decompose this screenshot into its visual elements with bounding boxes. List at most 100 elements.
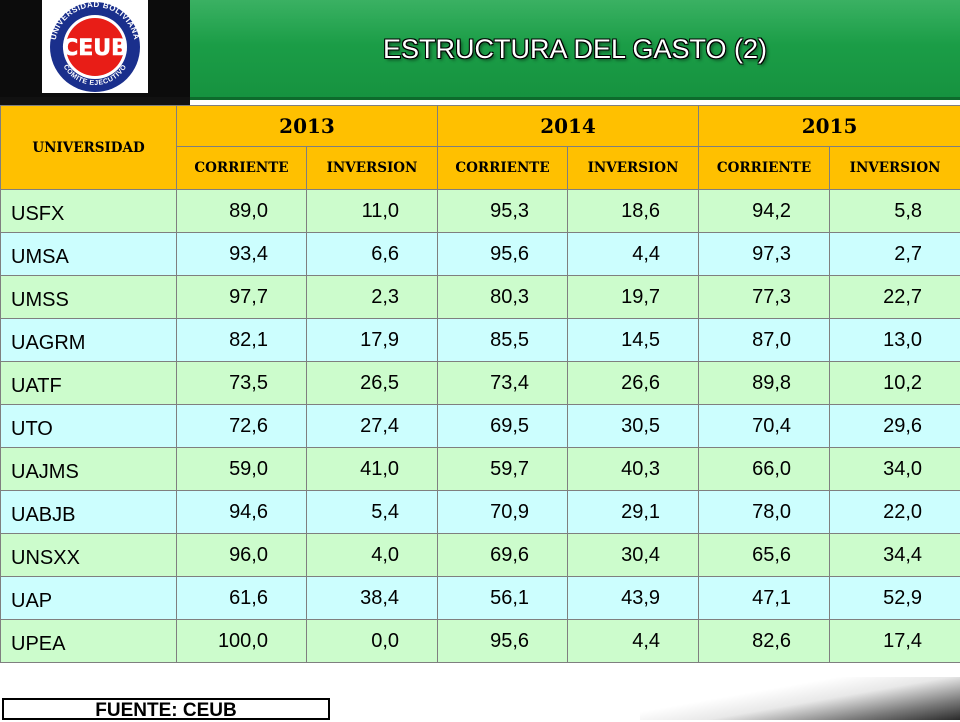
value-cell: 82,1 (177, 319, 307, 362)
value-cell: 70,9 (438, 491, 568, 534)
value-cell: 5,4 (307, 491, 438, 534)
value-cell: 5,8 (830, 190, 960, 233)
subheader-inversion: INVERSION (307, 147, 438, 190)
value-cell: 80,3 (438, 276, 568, 319)
ceub-logo-emblem: UNIVERSIDAD BOLIVIANA COMITE EJECUTIVO C… (42, 0, 148, 93)
value-cell: 77,3 (699, 276, 830, 319)
value-cell: 73,4 (438, 362, 568, 405)
value-cell: 66,0 (699, 448, 830, 491)
value-cell: 34,0 (830, 448, 960, 491)
subheader-corriente: CORRIENTE (177, 147, 307, 190)
value-cell: 69,6 (438, 534, 568, 577)
value-cell: 10,2 (830, 362, 960, 405)
value-cell: 41,0 (307, 448, 438, 491)
value-cell: 72,6 (177, 405, 307, 448)
value-cell: 0,0 (307, 620, 438, 663)
value-cell: 59,7 (438, 448, 568, 491)
value-cell: 43,9 (568, 577, 699, 620)
subheader-inversion: INVERSION (830, 147, 960, 190)
value-cell: 97,3 (699, 233, 830, 276)
value-cell: 95,3 (438, 190, 568, 233)
logo-panel: UNIVERSIDAD BOLIVIANA COMITE EJECUTIVO C… (0, 0, 190, 100)
value-cell: 18,6 (568, 190, 699, 233)
university-name-cell: UTO (1, 405, 177, 448)
value-cell: 6,6 (307, 233, 438, 276)
value-cell: 73,5 (177, 362, 307, 405)
university-column-header: UNIVERSIDAD (1, 106, 177, 190)
value-cell: 78,0 (699, 491, 830, 534)
source-note: FUENTE: CEUB (2, 698, 330, 720)
logo-main-text: CEUB (62, 36, 128, 61)
value-cell: 4,4 (568, 620, 699, 663)
university-name-cell: UMSS (1, 276, 177, 319)
value-cell: 87,0 (699, 319, 830, 362)
year-header-2013: 2013 (177, 106, 438, 147)
value-cell: 94,2 (699, 190, 830, 233)
value-cell: 100,0 (177, 620, 307, 663)
value-cell: 95,6 (438, 233, 568, 276)
value-cell: 85,5 (438, 319, 568, 362)
value-cell: 70,4 (699, 405, 830, 448)
subheader-corriente: CORRIENTE (438, 147, 568, 190)
value-cell: 40,3 (568, 448, 699, 491)
title-banner: ESTRUCTURA DEL GASTO (2) (190, 0, 960, 100)
value-cell: 22,7 (830, 276, 960, 319)
value-cell: 27,4 (307, 405, 438, 448)
university-name-cell: UMSA (1, 233, 177, 276)
value-cell: 30,4 (568, 534, 699, 577)
university-name-cell: UAP (1, 577, 177, 620)
value-cell: 97,7 (177, 276, 307, 319)
value-cell: 65,6 (699, 534, 830, 577)
subheader-corriente: CORRIENTE (699, 147, 830, 190)
subheader-inversion: INVERSION (568, 147, 699, 190)
year-header-2015: 2015 (699, 106, 960, 147)
value-cell: 59,0 (177, 448, 307, 491)
header-shadow-strip (0, 97, 190, 105)
value-cell: 13,0 (830, 319, 960, 362)
value-cell: 52,9 (830, 577, 960, 620)
spending-structure-table: UNIVERSIDAD 2013 2014 2015 CORRIENTE INV… (0, 105, 960, 663)
value-cell: 95,6 (438, 620, 568, 663)
value-cell: 34,4 (830, 534, 960, 577)
value-cell: 17,9 (307, 319, 438, 362)
value-cell: 19,7 (568, 276, 699, 319)
university-name-cell: UABJB (1, 491, 177, 534)
university-name-cell: UPEA (1, 620, 177, 663)
value-cell: 26,6 (568, 362, 699, 405)
value-cell: 26,5 (307, 362, 438, 405)
year-header-2014: 2014 (438, 106, 699, 147)
value-cell: 4,4 (568, 233, 699, 276)
value-cell: 17,4 (830, 620, 960, 663)
value-cell: 61,6 (177, 577, 307, 620)
value-cell: 56,1 (438, 577, 568, 620)
value-cell: 22,0 (830, 491, 960, 534)
value-cell: 89,8 (699, 362, 830, 405)
value-cell: 38,4 (307, 577, 438, 620)
university-name-cell: UATF (1, 362, 177, 405)
page-title: ESTRUCTURA DEL GASTO (2) (190, 34, 960, 65)
university-name-cell: UAGRM (1, 319, 177, 362)
value-cell: 47,1 (699, 577, 830, 620)
ceub-logo: UNIVERSIDAD BOLIVIANA COMITE EJECUTIVO C… (42, 0, 148, 93)
value-cell: 2,7 (830, 233, 960, 276)
value-cell: 94,6 (177, 491, 307, 534)
value-cell: 14,5 (568, 319, 699, 362)
university-name-cell: USFX (1, 190, 177, 233)
value-cell: 29,6 (830, 405, 960, 448)
footer-decoration (640, 677, 960, 720)
value-cell: 69,5 (438, 405, 568, 448)
value-cell: 11,0 (307, 190, 438, 233)
value-cell: 4,0 (307, 534, 438, 577)
